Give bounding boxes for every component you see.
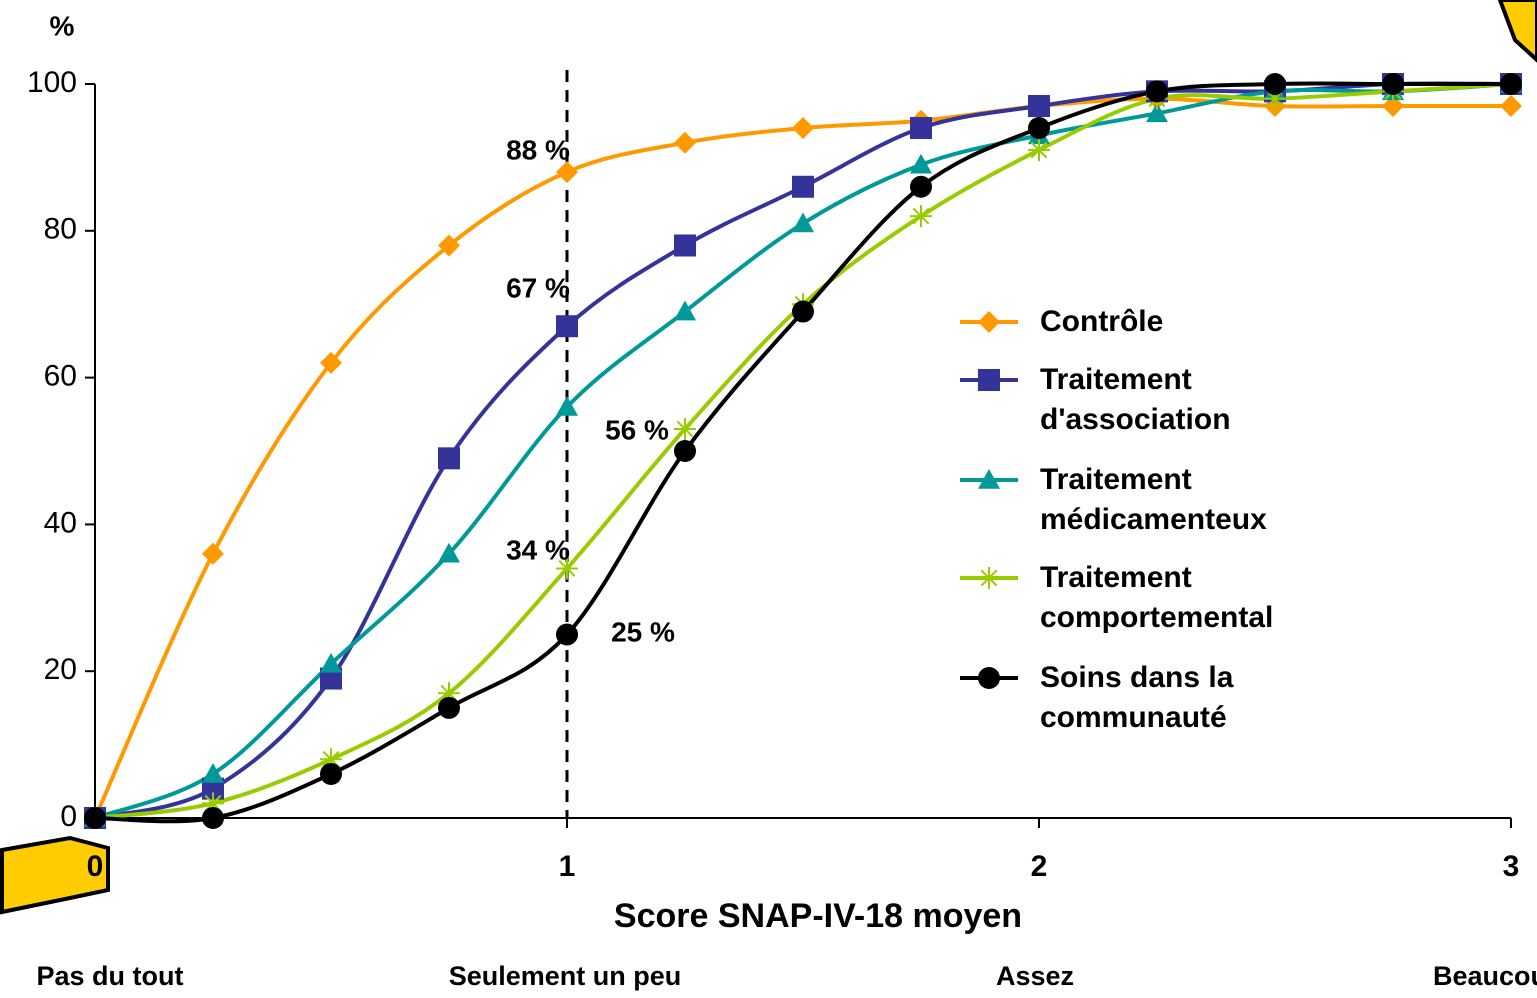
marker: [910, 117, 932, 140]
marker: [1500, 95, 1522, 118]
marker: [84, 807, 106, 829]
marker: [674, 300, 696, 321]
annotation: 56 %: [605, 414, 669, 445]
marker: [792, 117, 814, 140]
x-tick-label: 0: [87, 850, 104, 883]
y-tick-label: 100: [27, 66, 77, 99]
marker: [202, 777, 224, 800]
marker: [1264, 73, 1286, 95]
marker: [1028, 139, 1050, 162]
series-line: [93, 96, 1511, 819]
marker-stroke: [980, 569, 998, 587]
marker: [556, 557, 578, 580]
marker: [202, 762, 224, 783]
marker: [1028, 95, 1050, 118]
marker: [978, 567, 1000, 589]
corner-clipart: [1497, 0, 1537, 63]
marker: [438, 696, 460, 719]
pencil-clipart: [0, 835, 110, 915]
marker: [792, 212, 814, 233]
marker: [202, 542, 224, 565]
x-tick-label: 2: [1031, 850, 1048, 883]
legend-label: Soins dans la communauté: [1040, 661, 1234, 734]
marker: [978, 667, 1000, 689]
marker: [320, 667, 342, 690]
marker: [910, 153, 932, 174]
marker: [978, 311, 1000, 333]
marker: [1382, 73, 1404, 95]
marker: [556, 395, 578, 416]
marker: [792, 300, 814, 323]
marker-stroke: [676, 420, 694, 438]
scale-label: Beaucoup: [1433, 961, 1537, 991]
marker: [674, 234, 696, 257]
legend-label: Traitement d'association: [1040, 363, 1231, 436]
marker: [1146, 80, 1168, 103]
x-tick-label: 1: [559, 850, 576, 883]
marker: [556, 623, 578, 646]
marker: [1028, 117, 1050, 140]
series-line: [94, 82, 1512, 820]
y-tick-label: 40: [44, 506, 77, 539]
marker: [556, 161, 578, 184]
marker: [320, 652, 342, 673]
marker: [674, 131, 696, 154]
marker: [438, 234, 460, 257]
annotation: 67 %: [506, 272, 570, 303]
marker: [674, 417, 696, 440]
legend-label: Contrôle: [1040, 305, 1164, 338]
y-axis-label: %: [50, 10, 75, 41]
y-tick-label: 20: [44, 653, 77, 686]
y-tick-label: 80: [44, 213, 77, 246]
marker: [674, 440, 696, 462]
marker: [1500, 73, 1522, 95]
x-axis-label: Score SNAP-IV-18 moyen: [614, 897, 1022, 935]
marker: [792, 175, 814, 198]
marker-stroke: [912, 207, 930, 225]
annotation: 25 %: [611, 616, 675, 647]
y-tick-label: 60: [44, 360, 77, 393]
y-tick-label: 0: [60, 800, 77, 833]
legend-label: Traitement médicamenteux: [1040, 463, 1267, 536]
marker: [320, 762, 342, 785]
marker: [438, 447, 460, 470]
marker: [1146, 102, 1168, 123]
scale-label: Pas du tout: [37, 961, 184, 991]
legend-label: Traitement comportemental: [1040, 561, 1274, 634]
marker: [202, 807, 224, 829]
marker: [978, 369, 1000, 391]
marker: [978, 469, 1000, 489]
x-tick-label: 3: [1503, 850, 1520, 883]
marker-stroke: [1030, 141, 1048, 159]
marker: [1382, 95, 1404, 118]
marker: [438, 542, 460, 563]
annotation: 34 %: [506, 534, 570, 565]
marker: [556, 315, 578, 338]
marker: [320, 351, 342, 374]
marker-stroke: [558, 560, 576, 577]
marker: [910, 175, 932, 198]
annotation: 88 %: [506, 134, 570, 165]
scale-label: Assez: [996, 961, 1074, 991]
scale-label: Seulement un peu: [449, 961, 682, 991]
marker: [910, 205, 932, 228]
